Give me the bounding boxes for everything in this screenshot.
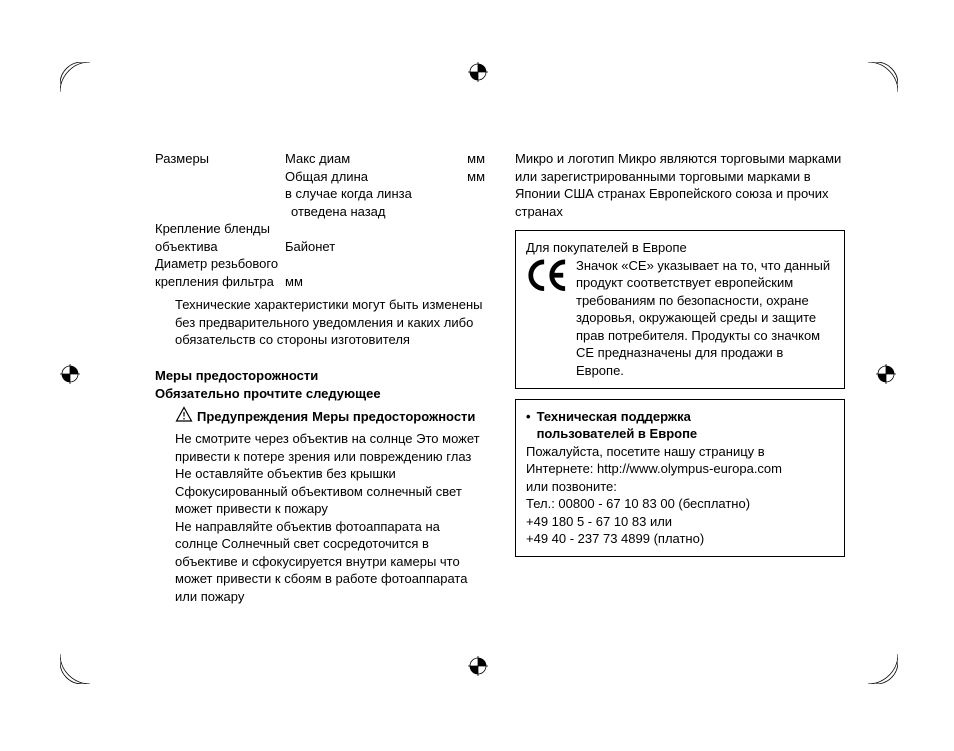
precautions-title: Меры предосторожности Обязательно прочти… — [155, 367, 485, 402]
precaution-item: Не направляйте объектив фотоаппарата на … — [175, 518, 485, 606]
precautions-body: Предупреждения Меры предосторожности Не … — [175, 406, 485, 605]
title-line: Меры предосторожности — [155, 367, 485, 385]
registration-mark-icon — [876, 364, 896, 384]
specs-note: Технические характеристики могут быть из… — [175, 296, 485, 349]
spec-label: Крепление бленды — [155, 220, 285, 238]
spec-label: крепления фильтра — [155, 273, 285, 291]
support-phone: Тел.: 00800 - 67 10 83 00 (бесплатно) — [526, 495, 834, 513]
crop-arc-icon — [60, 640, 104, 684]
spec-label: объектива — [155, 238, 285, 256]
spec-label: Размеры — [155, 150, 285, 168]
spec-value: в случае когда линза — [285, 185, 485, 203]
crop-arc-icon — [854, 640, 898, 684]
support-box: • Техническая поддержка пользователей в … — [515, 399, 845, 557]
spec-unit: мм — [467, 168, 485, 186]
warning-header: Предупреждения Меры предосторожности — [175, 406, 485, 428]
right-column: Микро и логотип Микро являются торговыми… — [515, 150, 845, 606]
trademark-notice: Микро и логотип Микро являются торговыми… — [515, 150, 845, 220]
support-phone: +49 40 - 237 73 4899 (платно) — [526, 530, 834, 548]
crop-arc-icon — [60, 62, 104, 106]
registration-mark-icon — [468, 656, 488, 676]
spec-value: мм — [285, 273, 485, 291]
page-content: Размеры Макс диам мм Общая длина мм в сл… — [155, 150, 855, 606]
support-title: Техническая поддержка — [537, 408, 698, 426]
warning-icon — [175, 406, 193, 428]
warn-text: Меры предосторожности — [312, 408, 475, 426]
crop-arc-icon — [854, 62, 898, 106]
support-phone: +49 180 5 - 67 10 83 или — [526, 513, 834, 531]
bullet-icon: • — [526, 408, 531, 443]
registration-mark-icon — [60, 364, 80, 384]
spec-value: Общая длина мм — [285, 168, 485, 186]
ce-mark-icon — [526, 257, 568, 296]
spec-text: Общая длина — [285, 169, 368, 184]
spec-label: Диаметр резьбового — [155, 255, 285, 273]
left-column: Размеры Макс диам мм Общая длина мм в сл… — [155, 150, 485, 606]
precaution-item: Не смотрите через объектив на солнце Это… — [175, 430, 485, 465]
precaution-item: Не оставляйте объектив без крышки Сфокус… — [175, 465, 485, 518]
spec-text: Макс диам — [285, 151, 350, 166]
spec-value: отведена назад — [285, 203, 485, 221]
ce-header: Для покупателей в Европе — [526, 239, 834, 257]
spec-unit: мм — [467, 150, 485, 168]
ce-description: Значок «CE» указывает на то, что данный … — [576, 257, 834, 380]
registration-mark-icon — [468, 62, 488, 82]
title-line: Обязательно прочтите следующее — [155, 385, 485, 403]
support-url: Интернете: http://www.olympus-europa.com — [526, 460, 834, 478]
support-line: Пожалуйста, посетите нашу страницу в — [526, 443, 834, 461]
ce-box: Для покупателей в Европе Значок «CE» ука… — [515, 230, 845, 388]
warn-text: Предупреждения — [197, 408, 308, 426]
support-line: или позвоните: — [526, 478, 834, 496]
support-title: пользователей в Европе — [537, 425, 698, 443]
specs-table: Размеры Макс диам мм Общая длина мм в сл… — [155, 150, 485, 290]
spec-value: Макс диам мм — [285, 150, 485, 168]
spec-value: Байонет — [285, 238, 485, 256]
